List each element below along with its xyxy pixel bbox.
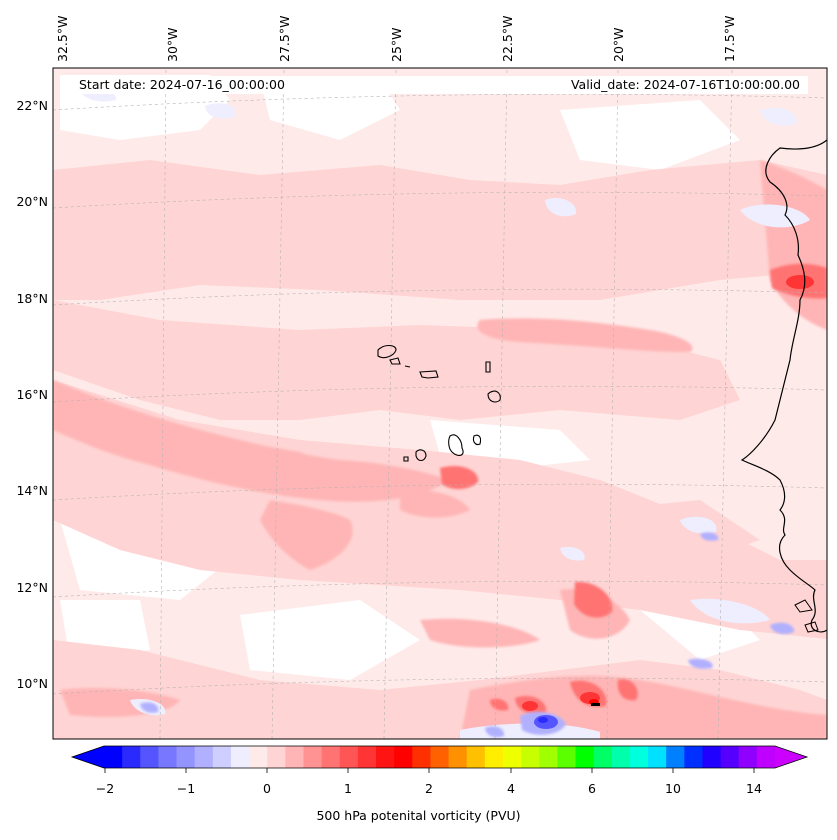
brava	[403, 456, 409, 462]
sao-vicente	[389, 357, 401, 365]
colorbar-cell	[394, 746, 413, 768]
colorbar-tick-label: 6	[588, 781, 596, 796]
colorbar-cell	[267, 746, 286, 768]
lon-label-25w: 25°W	[389, 27, 404, 62]
colorbar-cell	[502, 746, 522, 768]
colorbar-title: 500 hPa potenital vorticity (PVU)	[316, 808, 521, 823]
colorbar-under-arrow	[72, 746, 104, 768]
lat-label-14n: 14°N	[16, 483, 48, 498]
colorbar-cell	[521, 746, 540, 768]
colorbar-cell	[484, 746, 504, 768]
colorbar-cell	[648, 746, 667, 768]
colorbar-cell	[756, 746, 776, 768]
colorbar-cell	[720, 746, 740, 768]
colorbar-cell	[412, 746, 431, 768]
boa-vista	[487, 390, 501, 403]
lon-label-27-5w: 27.5°W	[277, 15, 292, 62]
colorbar-cell	[122, 746, 141, 768]
colorbar-tick-label: 14	[746, 781, 762, 796]
valid-date-label: Valid_date: 2024-07-16T10:00:00.00	[570, 77, 800, 92]
colorbar-cell	[611, 746, 631, 768]
santo-antao	[377, 344, 397, 359]
santa-luzia	[404, 365, 411, 368]
pv-field	[53, 68, 827, 739]
colorbar-cell	[230, 746, 250, 768]
colorbar-cell	[684, 746, 703, 768]
maio	[472, 434, 482, 446]
colorbar-tick-label: −1	[176, 781, 196, 796]
colorbar-cell	[249, 746, 268, 768]
coastal-island	[804, 621, 819, 633]
colorbar-cells	[104, 746, 776, 768]
colorbar-cell	[140, 746, 159, 768]
lat-label-22n: 22°N	[16, 98, 48, 113]
colorbar-cell	[702, 746, 721, 768]
colorbar-cell	[321, 746, 341, 768]
colorbar-cell	[194, 746, 214, 768]
santiago	[448, 434, 464, 457]
colorbar-cell	[738, 746, 758, 768]
fogo	[415, 449, 427, 462]
colorbar-cell	[104, 746, 123, 768]
colorbar-cell	[376, 746, 395, 768]
colorbar-cell	[158, 746, 177, 768]
colorbar-cell	[629, 746, 649, 768]
colorbar-over-arrow	[775, 746, 807, 768]
colorbar-outline	[70, 745, 809, 769]
colorbar-tick-label: 10	[665, 781, 681, 796]
sao-nicolau	[419, 370, 439, 379]
pv-max-core	[591, 703, 600, 706]
lat-label-20n: 20°N	[16, 194, 48, 209]
colorbar-tick-label: 1	[344, 781, 352, 796]
colorbar-cell	[448, 746, 468, 768]
colorbar-cell	[339, 746, 359, 768]
lat-label-18n: 18°N	[16, 291, 48, 306]
map-frame	[52, 67, 828, 740]
colorbar-tick-label: 0	[263, 781, 271, 796]
colorbar-cell	[466, 746, 486, 768]
colorbar-cell	[357, 746, 377, 768]
gridlines	[53, 68, 827, 739]
cape-verde-islands	[377, 344, 501, 462]
bissagos-islands	[794, 599, 813, 613]
lat-label-12n: 12°N	[16, 580, 48, 595]
lat-label-10n: 10°N	[16, 676, 48, 691]
colorbar-cell	[212, 746, 232, 768]
date-info-box: Start date: 2024-07-16_00:00:00 Valid_da…	[71, 76, 808, 94]
lon-label-30w: 30°W	[165, 27, 180, 62]
pv-negative-strong	[534, 715, 558, 729]
lat-label-16n: 16°N	[16, 387, 48, 402]
start-date-label: Start date: 2024-07-16_00:00:00	[79, 77, 285, 92]
colorbar-cell	[575, 746, 595, 768]
colorbar-cell	[557, 746, 576, 768]
lon-label-22-5w: 22.5°W	[500, 15, 515, 62]
lon-label-20w: 20°W	[611, 27, 626, 62]
lon-label-32-5w: 32.5°W	[55, 15, 70, 62]
colorbar-cell	[430, 746, 449, 768]
lon-label-17-5w: 17.5°W	[722, 15, 737, 62]
colorbar-cell	[539, 746, 558, 768]
colorbar-tick-label: 4	[507, 781, 515, 796]
colorbar-cell	[303, 746, 323, 768]
sal	[485, 361, 491, 373]
colorbar-cell	[593, 746, 613, 768]
colorbar-tick-label: 2	[425, 781, 433, 796]
colorbar-tick-label: −2	[95, 781, 115, 796]
colorbar	[70, 745, 809, 773]
colorbar-cell	[666, 746, 685, 768]
west-africa-coastline	[740, 139, 827, 633]
colorbar-cell	[285, 746, 304, 768]
colorbar-ticks	[104, 768, 755, 773]
colorbar-cell	[176, 746, 196, 768]
